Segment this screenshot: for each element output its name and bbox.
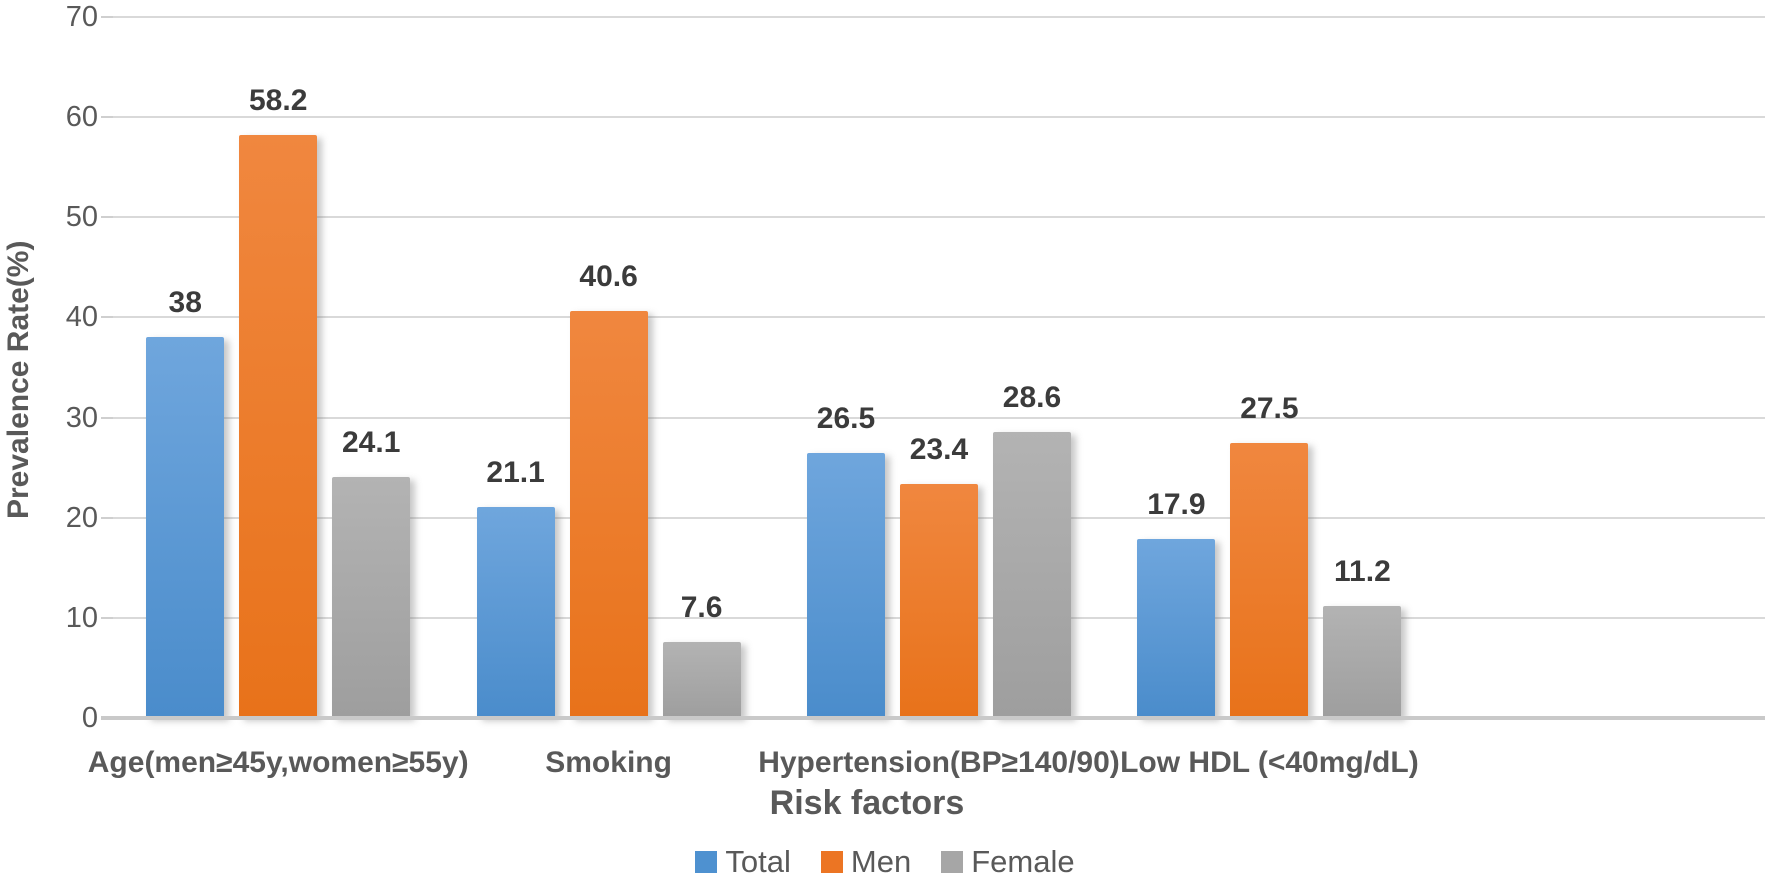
- bar-value-label-female-g0: 24.1: [341, 425, 401, 459]
- bar-value-label-female-g3: 11.2: [1334, 554, 1391, 588]
- x-axis-title: Risk factors: [769, 784, 965, 822]
- gridline-50: [113, 216, 1765, 219]
- y-tick-mark-70: [101, 16, 113, 18]
- bar-female-g1: [662, 641, 741, 718]
- x-axis-line: [101, 716, 1765, 720]
- y-tick-mark-50: [101, 216, 113, 219]
- bar-total-g2: [807, 452, 885, 718]
- y-tick-label-70: 70: [65, 1, 98, 33]
- bar-value-label-total-g0: 38: [168, 286, 202, 320]
- legend-item-men: Men: [820, 844, 912, 876]
- legend-swatch-female: [941, 851, 964, 873]
- bar-female-g2: [993, 431, 1071, 718]
- gridline-30: [113, 416, 1765, 419]
- category-label-0: Age(men≥45y,women≥55y): [87, 746, 469, 779]
- y-tick-mark-60: [101, 116, 113, 119]
- y-tick-label-0: 0: [81, 702, 98, 734]
- legend-item-female: Female: [941, 844, 1075, 876]
- legend-label-total: Total: [725, 844, 791, 876]
- bar-men-g0: [239, 135, 318, 718]
- bar-men-g3: [1230, 442, 1309, 718]
- bar-total-g0: [146, 337, 225, 718]
- bar-total-g1: [476, 506, 555, 718]
- bar-value-label-total-g2: 26.5: [816, 401, 876, 435]
- plot-area: 38 58.2 24.1 21.1 40.6 7.6 26.5 23.4 28.6 17.9 27.…: [113, 16, 1765, 718]
- y-tick-mark-40: [101, 316, 113, 319]
- legend-swatch-men: [820, 851, 843, 873]
- bar-value-label-men-g0: 58.2: [248, 84, 308, 118]
- bar-men-g1: [569, 311, 648, 718]
- gridline-70: [113, 16, 1765, 18]
- bar-value-label-female-g1: 7.6: [680, 590, 723, 624]
- legend-item-total: Total: [695, 844, 791, 876]
- category-label-2: Hypertension(BP≥140/90): [758, 746, 1120, 779]
- bar-value-label-total-g1: 21.1: [486, 455, 545, 489]
- bar-total-g3: [1137, 538, 1216, 718]
- bar-female-g3: [1323, 605, 1402, 718]
- y-tick-label-50: 50: [65, 201, 98, 234]
- legend-label-men: Men: [850, 844, 912, 876]
- legend: Total Men Female: [0, 844, 1770, 876]
- category-label-1: Smoking: [545, 746, 672, 779]
- y-tick-mark-30: [101, 416, 113, 419]
- bar-female-g0: [332, 476, 411, 718]
- bar-men-g2: [900, 483, 978, 718]
- bar-value-label-female-g2: 28.6: [1002, 380, 1062, 414]
- bar-value-label-total-g3: 17.9: [1147, 487, 1206, 521]
- bar-value-label-men-g2: 23.4: [909, 432, 969, 466]
- gridline-40: [113, 316, 1765, 319]
- legend-label-female: Female: [971, 844, 1075, 876]
- bar-value-label-men-g3: 27.5: [1240, 391, 1299, 425]
- y-tick-label-10: 10: [65, 601, 98, 634]
- y-tick-mark-20: [101, 516, 113, 519]
- y-tick-label-40: 40: [65, 301, 98, 334]
- category-label-3: Low HDL (<40mg/dL): [1120, 746, 1419, 779]
- y-tick-mark-10: [101, 616, 113, 619]
- gridline-60: [113, 116, 1765, 119]
- y-tick-label-30: 30: [65, 401, 98, 434]
- y-tick-label-60: 60: [65, 101, 98, 134]
- bar-value-label-men-g1: 40.6: [579, 260, 638, 294]
- y-tick-label-20: 20: [65, 501, 98, 534]
- legend-swatch-total: [695, 851, 718, 873]
